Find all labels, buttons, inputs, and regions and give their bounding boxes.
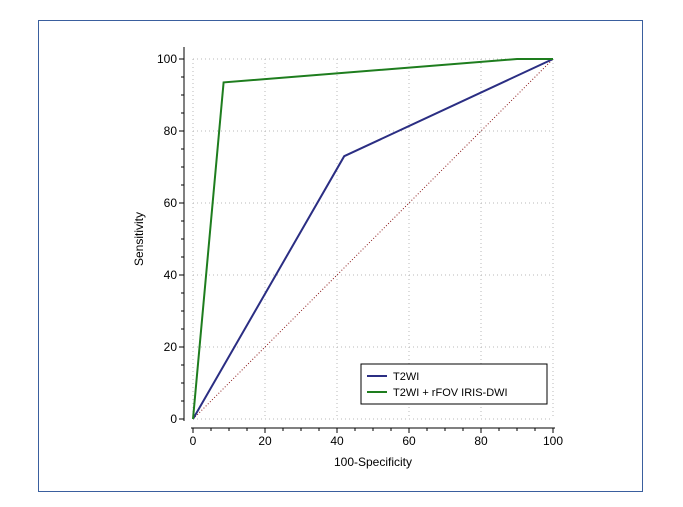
- y-tick-label-40: 40: [164, 268, 178, 282]
- series-line-t2wi-rfov-iris-dwi: [192, 58, 553, 420]
- x-tick-label-40: 40: [330, 434, 344, 448]
- legend-entry-t2wi: T2WI: [393, 371, 419, 383]
- x-tick-label-0: 0: [190, 434, 197, 448]
- y-axis-label: Sensitivity: [132, 212, 146, 266]
- x-tick-label-60: 60: [402, 434, 416, 448]
- y-tick-label-100: 100: [157, 52, 177, 66]
- y-tick-label-80: 80: [164, 124, 178, 138]
- y-tick-label-20: 20: [164, 340, 178, 354]
- x-tick-label-100: 100: [543, 434, 563, 448]
- chart-frame: [38, 20, 643, 492]
- x-tick-label-20: 20: [258, 434, 272, 448]
- y-tick-label-60: 60: [164, 196, 178, 210]
- axes: 0 20 40 60 80 100 0 20 40 60 80 100: [157, 47, 563, 448]
- x-axis-label: 100-Specificity: [334, 455, 412, 469]
- reference-diagonal-line: [192, 58, 554, 420]
- y-tick-label-0: 0: [170, 412, 177, 426]
- grid: [192, 58, 554, 420]
- series-line-t2wi: [192, 58, 554, 420]
- x-tick-label-80: 80: [474, 434, 488, 448]
- legend: T2WI T2WI + rFOV IRIS-DWI: [360, 363, 548, 405]
- legend-entry-t2wi-rfov-iris-dwi: T2WI + rFOV IRIS-DWI: [393, 387, 508, 399]
- legend-box: [360, 363, 548, 405]
- series: [192, 58, 554, 420]
